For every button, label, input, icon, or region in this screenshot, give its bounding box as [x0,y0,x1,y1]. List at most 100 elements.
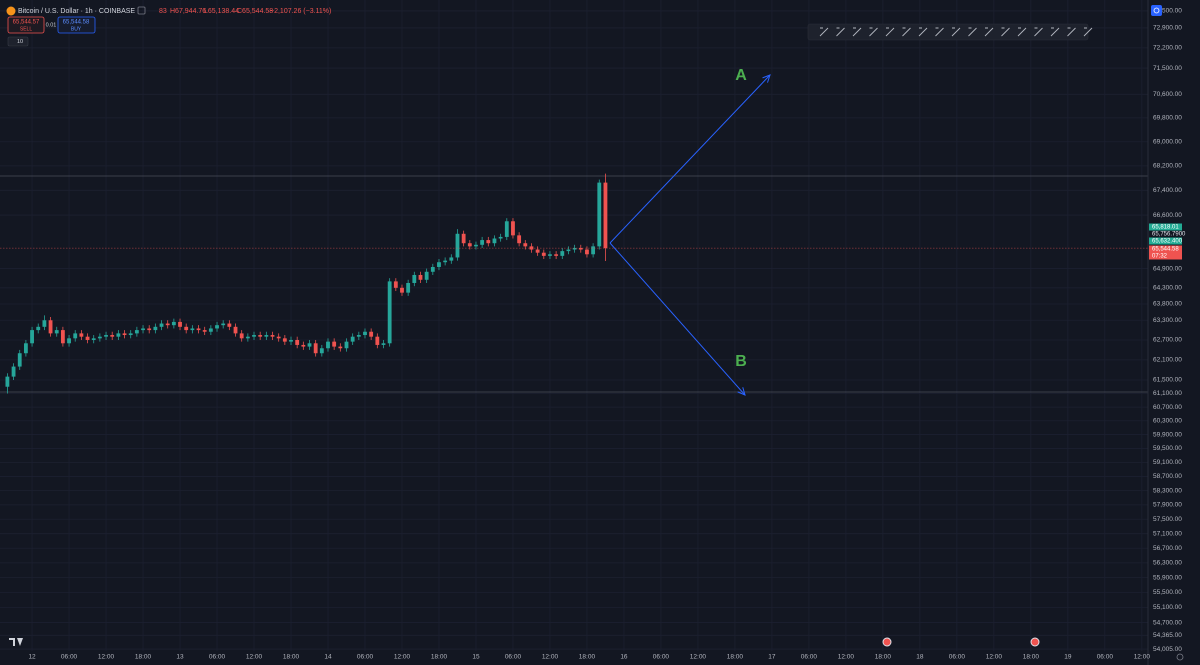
candle-body [369,331,374,337]
candle-body [356,335,361,337]
toolbar-icon[interactable] [902,27,911,37]
candle-body [11,366,16,377]
candle-body [480,240,485,245]
buy-button[interactable] [57,16,96,34]
toolbar-icon[interactable] [935,27,944,37]
y-tick-label: 59,900.00 [1153,431,1182,438]
price-label-bg [1149,223,1182,231]
candle-body [455,233,460,258]
candle-body [196,328,201,331]
candle-body [393,281,398,288]
candle-body [449,257,454,261]
x-tick-label: 15 [472,654,480,661]
candle-body [91,338,96,340]
price-label: 65,818.01 [1152,225,1179,231]
candle-body [23,343,28,354]
candle-body [400,287,404,293]
x-tick-label: 12:00 [394,654,411,661]
toolbar-icon[interactable] [984,27,994,37]
toolbar-icon[interactable] [852,27,862,37]
y-tick-label: 72,900.00 [1153,25,1182,32]
toolbar-icon[interactable] [1083,27,1093,37]
candle-body [252,335,256,337]
toolbar-icon[interactable] [885,27,895,37]
ohlc-change: −2,107.26 (−3.11%) [270,8,331,15]
arrow-head [762,74,771,83]
y-tick-label: 57,100.00 [1153,530,1182,537]
price-label: 65,544.58 [1152,247,1179,253]
candle-body [344,341,349,349]
candle-body [276,336,281,339]
x-tick-label: 06:00 [209,654,226,661]
x-tick-label: 06:00 [505,654,522,661]
event-icon[interactable] [882,637,892,647]
projection-arrow [609,74,771,244]
candle-body [233,326,238,334]
ohlc-open: 83 [159,8,167,15]
candle-body [572,247,577,250]
y-tick-label: 56,300.00 [1153,560,1182,567]
y-tick-label: 63,300.00 [1153,317,1182,324]
lots-button[interactable] [7,36,29,47]
x-tick-label: 12:00 [542,654,559,661]
drawing-toolbar [807,23,1089,41]
candle-body [560,251,565,256]
toolbar-icon[interactable] [1001,27,1010,37]
x-tick-label: 16 [620,654,628,661]
candle-body [289,339,293,342]
toolbar-icon[interactable] [1017,27,1027,37]
candle-body [424,271,429,280]
candle-body [338,346,343,349]
toolbar-icon[interactable] [1067,27,1076,37]
y-tick-label: 68,200.00 [1153,163,1182,170]
candle-body [443,260,448,263]
candle-body [554,254,559,256]
y-tick-label: 72,200.00 [1153,45,1182,52]
toolbar-icon[interactable] [968,27,977,37]
candle-body [147,328,152,331]
candle-body [97,336,102,339]
y-tick-label: 59,500.00 [1153,445,1182,452]
candle-body [350,336,355,342]
candle-body [258,335,263,337]
axis-settings[interactable] [1176,653,1184,661]
price-label: 07:32 [1152,254,1168,260]
toolbar-icon[interactable] [1050,27,1060,37]
toolbar-icon[interactable] [869,27,878,37]
candle-body [110,335,115,337]
x-tick-label: 12:00 [690,654,707,661]
toolbar-icon[interactable] [819,27,829,37]
logo [9,638,23,646]
settings-button[interactable] [1151,5,1162,16]
candle-body [122,333,127,336]
candle-body [363,331,367,336]
candle-body [319,348,324,354]
toolbar-icon[interactable] [836,27,845,37]
y-tick-label: 57,900.00 [1153,502,1182,509]
x-tick-label: 12:00 [838,654,855,661]
ohlc-high: H67,944.76 [170,8,206,15]
candle-body [517,235,522,244]
annotation: B [735,353,747,370]
toolbar-icon[interactable] [951,27,961,37]
y-tick-label: 55,100.00 [1153,604,1182,611]
toolbar-icon[interactable] [1034,27,1043,37]
candle-body [30,330,34,344]
candle-body [585,249,589,255]
y-tick-label: 60,300.00 [1153,418,1182,425]
candle-body [54,330,59,334]
candle-body [73,333,78,339]
y-tick-label: 66,600.00 [1153,212,1182,219]
candle-body [215,325,219,329]
overlay: AB [0,67,1148,396]
toolbar-icon[interactable] [918,27,928,37]
candle-body [548,254,552,256]
header-icon[interactable] [137,6,146,15]
x-tick-label: 06:00 [801,654,818,661]
event-icon[interactable] [1030,637,1040,647]
toolbar-icons [819,27,1093,37]
candle-body [134,330,139,334]
candle-body [178,321,182,327]
candle-body [221,323,226,326]
sell-button[interactable] [7,16,45,34]
